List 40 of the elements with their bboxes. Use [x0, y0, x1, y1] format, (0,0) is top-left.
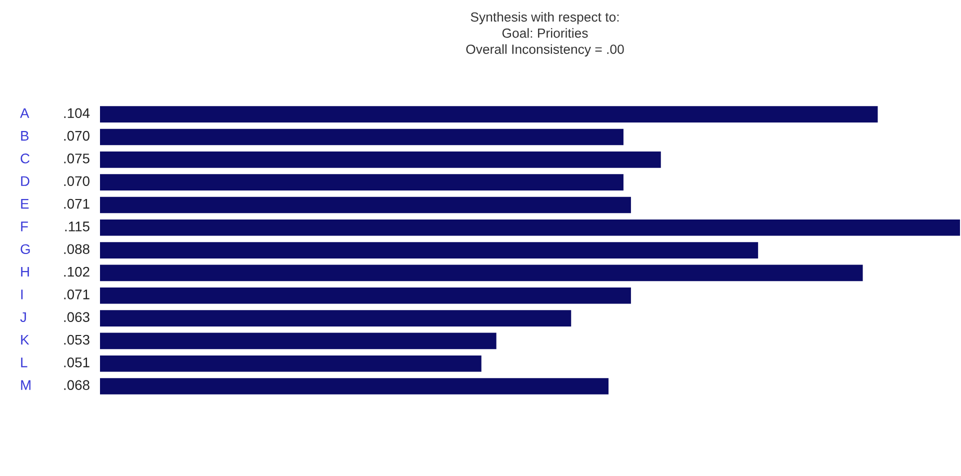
data-label: .104 [64, 108, 90, 118]
bar [100, 196, 631, 214]
data-label: .071 [64, 198, 90, 209]
bar [100, 310, 572, 326]
chart-title: Synthesis with respect to: Goal: Priorities Overall Inconsistency = .00 [466, 12, 624, 57]
bar [100, 264, 863, 282]
data-label: .063 [64, 312, 90, 322]
y-tick-label: E [21, 199, 29, 209]
bar [100, 242, 758, 258]
bar [100, 355, 482, 372]
data-label: .115 [65, 222, 90, 232]
y-tick-label: A [20, 108, 30, 118]
bar [100, 378, 609, 394]
y-tick-label: H [21, 267, 29, 277]
y-tick-label: M [21, 380, 30, 390]
data-label: .071 [64, 290, 90, 300]
y-tick-label: G [20, 244, 30, 254]
y-tick-label: L [21, 358, 28, 368]
data-label: .070 [64, 130, 90, 141]
data-label: .088 [64, 244, 90, 254]
bar [100, 287, 631, 304]
data-label: .070 [64, 176, 90, 186]
data-label: .051 [64, 358, 90, 368]
y-tick-label: I [21, 290, 23, 300]
bar [100, 106, 878, 122]
y-tick-label: B [21, 131, 29, 141]
y-tick-label: F [21, 222, 28, 232]
data-label: .102 [64, 266, 90, 277]
bar [100, 128, 624, 146]
y-tick-label: D [21, 176, 30, 186]
bar [100, 151, 661, 168]
data-label: .075 [64, 154, 90, 164]
y-tick-label: J [20, 312, 26, 322]
bar [100, 332, 496, 350]
data-label: .053 [64, 334, 90, 345]
bar [100, 174, 624, 190]
data-label: .068 [64, 380, 90, 390]
y-tick-label: K [21, 334, 30, 345]
bar [100, 219, 960, 236]
y-tick-label: C [20, 154, 30, 164]
